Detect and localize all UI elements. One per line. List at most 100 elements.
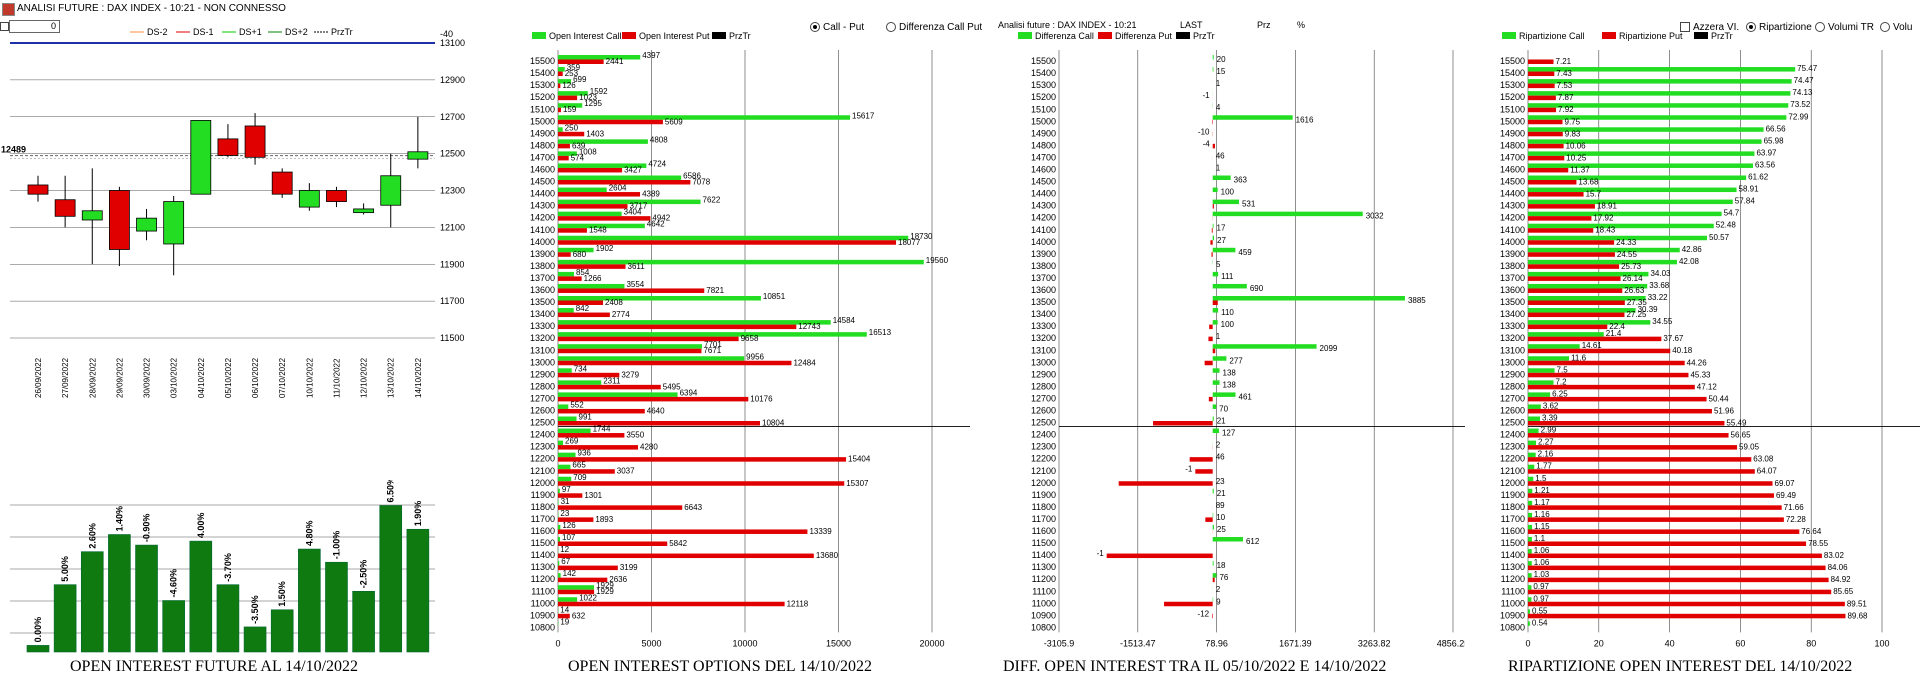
category-label: 14500 <box>1500 177 1525 187</box>
put-share-label: 26.14 <box>1623 274 1644 283</box>
call-bar <box>558 308 574 313</box>
call-label: 1022 <box>579 593 597 602</box>
put-share-bar <box>1528 457 1752 462</box>
put-label: 6643 <box>684 503 702 512</box>
call-label: 19560 <box>926 256 949 265</box>
put-bar <box>558 577 608 583</box>
call-label: 15617 <box>852 111 875 120</box>
candle-body <box>326 190 347 202</box>
call-share-label: 63.97 <box>1756 148 1777 157</box>
category-label: 13400 <box>1500 309 1525 319</box>
category-label: 10800 <box>1500 622 1525 632</box>
diff-call-bar <box>1212 211 1363 217</box>
category-label: 11800 <box>531 502 555 512</box>
put-share-label: 89.51 <box>1847 599 1868 608</box>
call-label: 4808 <box>650 135 668 144</box>
radio-volumi-tr[interactable]: Volumi TR <box>1815 22 1874 33</box>
percent-label: 4.00% <box>196 513 206 539</box>
call-share-bar <box>1528 259 1677 265</box>
legend-label: DS-2 <box>147 28 168 37</box>
diff-label: 21 <box>1217 489 1226 498</box>
diff-call-bar <box>1212 380 1220 385</box>
put-share-label: 7.92 <box>1558 105 1574 114</box>
percent-bar <box>216 584 240 653</box>
diff-call-bar <box>1212 223 1214 229</box>
put-bar <box>558 529 808 534</box>
radio-ripartizione[interactable]: Ripartizione <box>1746 22 1812 33</box>
top-level-label: -40 <box>440 29 453 39</box>
category-label: 13300 <box>530 321 555 331</box>
put-share-label: 24.33 <box>1616 238 1637 247</box>
call-share-bar <box>1528 476 1534 482</box>
put-bar <box>558 276 582 281</box>
category-label: 12500 <box>1500 418 1525 428</box>
call-share-label: 30.39 <box>1638 305 1659 314</box>
put-bar <box>558 83 561 89</box>
put-label: 18077 <box>898 238 921 247</box>
call-share-label: 14.61 <box>1582 341 1603 350</box>
call-share-label: 58.91 <box>1739 185 1760 194</box>
radio-volu[interactable]: Volu <box>1880 22 1912 33</box>
call-share-label: 65.98 <box>1764 136 1785 145</box>
diff-label: -1 <box>1203 91 1211 100</box>
top-checkbox[interactable] <box>0 22 9 31</box>
put-share-bar <box>1528 180 1577 185</box>
value-spinner[interactable]: 0 <box>9 20 60 33</box>
category-label: 11200 <box>1501 574 1525 584</box>
candle-body <box>81 210 103 221</box>
checkbox-azzera[interactable]: Azzera VI. <box>1680 22 1739 33</box>
put-share-bar <box>1528 192 1584 197</box>
candle-body <box>380 175 402 206</box>
category-label: 14200 <box>530 213 555 223</box>
call-share-label: 57.84 <box>1735 197 1756 206</box>
diff-label: 1 <box>1216 163 1221 172</box>
percent-bar <box>379 505 403 653</box>
category-label: 13300 <box>1031 321 1056 331</box>
put-share-label: 22.4 <box>1609 322 1625 331</box>
diff-label: 3885 <box>1408 296 1426 305</box>
diff-call-bar <box>1212 356 1227 361</box>
call-label: 4397 <box>642 51 660 60</box>
category-label: 12200 <box>1500 454 1525 464</box>
call-label: 1744 <box>593 425 611 434</box>
call-share-bar <box>1528 103 1789 108</box>
y-tick-label: 12700 <box>440 112 465 122</box>
diff-label: 2099 <box>1320 344 1338 353</box>
call-share-label: 0.54 <box>1532 618 1548 627</box>
x-tick-label: 27/09/2022 <box>61 357 70 398</box>
call-label: 2604 <box>609 184 627 193</box>
x-tick-label: 15000 <box>826 638 851 648</box>
category-label: 15100 <box>1031 104 1056 114</box>
put-label: 1929 <box>596 587 614 596</box>
radio-call-put[interactable]: Call - Put <box>810 22 864 33</box>
put-label: 3037 <box>617 467 635 476</box>
put-label: 159 <box>563 105 577 114</box>
call-share-label: 1.21 <box>1534 486 1550 495</box>
put-bar <box>558 59 604 64</box>
diff-label: 363 <box>1234 176 1248 185</box>
diff-put-bar <box>1212 143 1215 149</box>
call-label: 699 <box>573 75 587 84</box>
diff-open-interest-chart: Analisi future : DAX INDEX - 10:21 LAST Pr… <box>998 20 1465 648</box>
category-label: 15500 <box>1500 56 1525 66</box>
call-share-bar <box>1528 175 1747 180</box>
legend-swatch <box>622 32 636 39</box>
category-label: 13100 <box>1500 345 1525 355</box>
call-share-bar <box>1528 512 1533 518</box>
call-bar <box>558 404 569 409</box>
radio-differenza-call-put[interactable]: Differenza Call Put <box>886 22 982 33</box>
put-share-label: 27.25 <box>1626 310 1647 319</box>
put-bar <box>558 216 651 221</box>
put-label: 7671 <box>703 346 721 355</box>
category-label: 11200 <box>531 574 555 584</box>
put-share-label: 84.92 <box>1831 575 1852 584</box>
call-bar <box>558 344 703 349</box>
put-share-bar <box>1528 505 1782 510</box>
category-label: 13900 <box>1031 249 1056 259</box>
put-share-label: 89.68 <box>1847 611 1868 620</box>
percent-label: -3.50% <box>250 595 260 624</box>
category-label: 13800 <box>530 261 555 271</box>
call-share-bar <box>1528 247 1680 253</box>
put-share-bar <box>1528 143 1564 149</box>
call-share-bar <box>1528 235 1708 241</box>
